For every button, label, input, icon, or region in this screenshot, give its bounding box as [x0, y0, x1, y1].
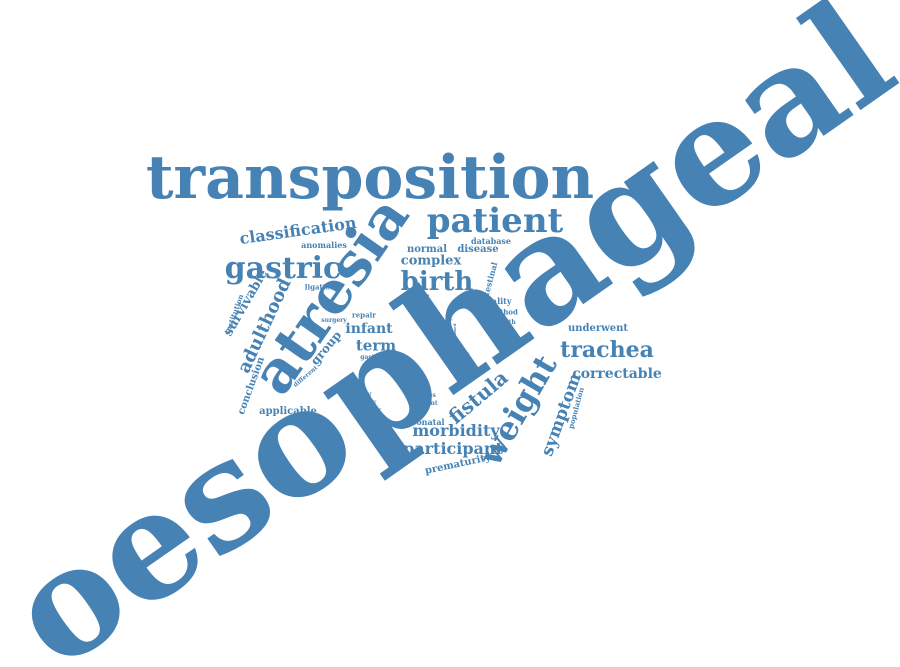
word-number: number	[354, 407, 382, 414]
word-period: period	[404, 363, 409, 379]
word-system: system	[339, 380, 363, 387]
word-babies: babies	[414, 392, 436, 399]
word-care: care	[434, 334, 450, 341]
word-based: based	[452, 323, 457, 337]
word-correctable: correctable	[572, 366, 662, 382]
word-patient: patient	[426, 201, 564, 241]
word-repair: repair	[352, 310, 376, 320]
word-term: term	[355, 336, 397, 355]
word-ligation: ligation	[304, 282, 336, 292]
word-survival: survival	[357, 415, 385, 422]
word-gastro: gastro	[360, 354, 382, 361]
word-morbidity: morbidity	[412, 421, 500, 440]
word-normal: normal	[406, 244, 448, 255]
word-disease: disease	[457, 244, 499, 255]
word-health: health	[494, 319, 516, 326]
word-gastric: gastric	[224, 251, 342, 286]
word-adult: adult	[412, 294, 430, 301]
word-applicable: applicable	[259, 406, 317, 417]
word-infant: infant	[345, 321, 393, 337]
word-birth: birth	[400, 267, 474, 297]
word-year: year	[437, 318, 453, 325]
word-type: type	[435, 326, 447, 333]
word-trachea: trachea	[560, 337, 654, 363]
word-quality: quality	[480, 296, 512, 306]
word-participant: participant	[403, 439, 503, 458]
word-primary: primary	[349, 399, 377, 406]
word-anomalies: anomalies	[301, 240, 347, 250]
word-review: review	[342, 389, 372, 399]
word-study: study	[440, 341, 462, 351]
word-underwent: underwent	[567, 323, 629, 334]
word-current: current	[412, 400, 438, 407]
word-complex: complex	[400, 253, 462, 269]
word-surgery: surgery	[321, 317, 347, 324]
word-method: method	[488, 307, 518, 317]
word-neonatal: neonatal	[405, 417, 445, 427]
word-database: database	[470, 236, 512, 246]
word-transposition: transposition	[145, 143, 595, 213]
